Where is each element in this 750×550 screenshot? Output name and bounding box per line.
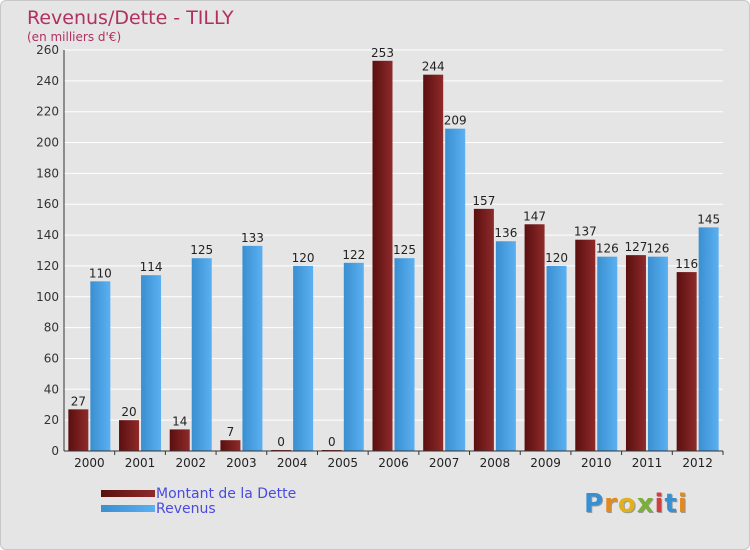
x-tick-label: 2001 (125, 456, 156, 470)
bar-revenus (394, 258, 415, 451)
data-labels: 27 110 20 114 14 125 7 133 0 120 0 122 253 125 244 209 1… (71, 46, 720, 449)
bar-dette (473, 208, 494, 451)
data-label: 0 (328, 435, 336, 449)
x-tick-label: 2008 (480, 456, 511, 470)
chart-title: Revenus/Dette - TILLY (27, 7, 234, 29)
y-tick-label: 200 (36, 136, 59, 150)
data-label: 125 (190, 243, 213, 257)
bar-revenus (698, 227, 719, 451)
bar-revenus (647, 256, 668, 451)
data-label: 147 (523, 209, 546, 223)
bar-dette (119, 420, 140, 451)
bar-revenus (191, 258, 212, 451)
y-tick-label: 260 (36, 43, 59, 57)
x-tick-label: 2000 (74, 456, 105, 470)
x-tick-label: 2005 (328, 456, 359, 470)
y-tick-label: 220 (36, 105, 59, 119)
x-tick-label: 2010 (581, 456, 612, 470)
bar-dette (676, 272, 697, 451)
data-label: 127 (625, 240, 648, 254)
bar-dette (524, 224, 545, 451)
x-tick-label: 2002 (175, 456, 206, 470)
data-label: 136 (494, 226, 517, 240)
bar-dette (423, 74, 444, 451)
bar-dette (220, 440, 241, 451)
bar-revenus (495, 241, 516, 451)
y-tick-label: 20 (44, 413, 59, 427)
data-label: 122 (342, 248, 365, 262)
data-label: 126 (647, 242, 670, 256)
logo-letter: o (617, 489, 637, 519)
bars (68, 60, 719, 452)
bar-dette (372, 60, 393, 452)
data-label: 133 (241, 231, 264, 245)
x-tick-label: 2012 (682, 456, 713, 470)
data-label: 244 (422, 60, 445, 74)
data-label: 209 (444, 114, 467, 128)
logo-letter: x (636, 489, 655, 519)
data-label: 116 (675, 257, 698, 271)
bar-revenus (343, 262, 364, 451)
data-label: 120 (545, 251, 568, 265)
data-label: 7 (227, 425, 235, 439)
bar-dette (68, 409, 89, 451)
legend-swatch-revenus (101, 505, 155, 512)
bar-revenus (546, 265, 567, 451)
data-label: 125 (393, 243, 416, 257)
logo-letter: t (664, 489, 678, 519)
bar-revenus (293, 265, 314, 451)
data-label: 145 (697, 212, 720, 226)
x-tick-label: 2007 (429, 456, 460, 470)
bar-dette (575, 239, 596, 451)
bar-revenus (597, 256, 618, 451)
legend-label-revenus: Revenus (156, 501, 216, 517)
data-label: 126 (596, 242, 619, 256)
y-tick-label: 240 (36, 74, 59, 88)
logo-letter: P (584, 489, 605, 519)
y-tick-label: 60 (44, 351, 59, 365)
y-tick-label: 160 (36, 197, 59, 211)
x-tick-label: 2004 (277, 456, 308, 470)
data-label: 20 (121, 405, 136, 419)
logo-letter: r (604, 489, 618, 519)
y-tick-label: 80 (44, 321, 59, 335)
data-label: 0 (277, 435, 285, 449)
bar-dette (169, 429, 190, 451)
logo-letter: i (677, 489, 688, 519)
chart-subtitle: (en milliers d'€) (27, 30, 122, 44)
data-label: 14 (172, 414, 187, 428)
bar-revenus (242, 245, 263, 451)
data-label: 157 (472, 194, 495, 208)
proxiti-logo: Proxiti (584, 489, 688, 519)
bar-revenus (445, 128, 466, 451)
legend-label-dette: Montant de la Dette (156, 486, 297, 502)
x-tick-label: 2006 (378, 456, 409, 470)
data-label: 27 (71, 394, 86, 408)
data-label: 114 (140, 260, 163, 274)
y-tick-label: 0 (51, 444, 59, 458)
x-axis-ticks: 2000 2001 2002 2003 2004 2005 2006 2007 2008 2009… (74, 451, 724, 470)
y-tick-label: 140 (36, 228, 59, 242)
x-tick-label: 2009 (530, 456, 561, 470)
y-tick-label: 120 (36, 259, 59, 273)
axes (63, 50, 723, 452)
y-tick-label: 100 (36, 290, 59, 304)
bar-revenus (141, 275, 162, 451)
data-label: 120 (292, 251, 315, 265)
bar-revenus (90, 281, 111, 451)
y-axis-ticks: 0 20 40 60 80 100 120 140 160 180 200 220 240 260 (36, 43, 59, 458)
y-tick-label: 180 (36, 166, 59, 180)
bar-dette (625, 255, 646, 451)
y-tick-label: 40 (44, 382, 59, 396)
data-label: 253 (371, 46, 394, 60)
x-tick-label: 2003 (226, 456, 257, 470)
legend-swatch-dette (101, 490, 155, 497)
data-label: 110 (89, 266, 112, 280)
logo-letter: i (654, 489, 665, 519)
x-tick-label: 2011 (632, 456, 663, 470)
data-label: 137 (574, 225, 597, 239)
